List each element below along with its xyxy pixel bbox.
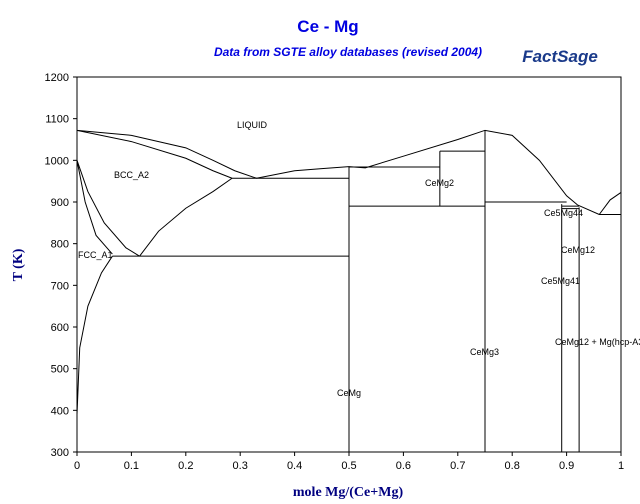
y-tick-label: 800 [51, 239, 69, 251]
phase-label: CeMg12 [561, 245, 595, 255]
y-tick-label: 400 [51, 405, 69, 417]
chart-subtitle: Data from SGTE alloy databases (revised … [214, 45, 482, 59]
x-tick-label: 0.2 [178, 460, 193, 472]
phase-boundary [76, 160, 140, 257]
phase-label: Ce5Mg44 [544, 208, 583, 218]
phase-label: FCC_A1 [78, 250, 113, 260]
y-tick-label: 700 [51, 280, 69, 292]
x-tick-label: 0.9 [559, 460, 574, 472]
x-tick-label: 0.5 [341, 460, 356, 472]
x-tick-label: 0.3 [233, 460, 248, 472]
phase-boundary [577, 204, 621, 215]
phase-label: Ce5Mg41 [541, 276, 580, 286]
y-axis-label: T (K) [11, 248, 26, 281]
x-tick-label: 0.4 [287, 460, 302, 472]
y-tick-label: 600 [51, 322, 69, 334]
y-tick-label: 300 [51, 447, 69, 459]
y-tick-label: 1200 [45, 72, 69, 84]
phase-boundary [76, 160, 113, 255]
x-tick-label: 0 [74, 460, 80, 472]
phase-boundary [598, 192, 622, 215]
phase-label: BCC_A2 [114, 170, 149, 180]
phase-boundary [76, 129, 233, 179]
x-tick-label: 0.8 [505, 460, 520, 472]
y-tick-label: 1100 [45, 114, 69, 126]
x-tick-label: 0.6 [396, 460, 411, 472]
phase-label: CeMg3 [470, 347, 499, 357]
phase-label: CeMg12 + Mg(hcp-A3 [555, 337, 640, 347]
y-tick-label: 500 [51, 364, 69, 376]
phase-boundary [256, 129, 578, 206]
x-tick-label: 1 [618, 460, 624, 472]
phase-label: CeMg2 [425, 178, 454, 188]
phase-label: LIQUID [237, 120, 268, 130]
phase-boundary [139, 177, 233, 257]
logo: FactSage [522, 47, 598, 66]
x-tick-label: 0.1 [124, 460, 139, 472]
phase-boundary [76, 129, 257, 179]
phase-boundary [76, 255, 113, 415]
x-axis-label: mole Mg/(Ce+Mg) [293, 485, 404, 500]
phase-label: CeMg [337, 388, 361, 398]
chart-title: Ce - Mg [297, 17, 358, 36]
y-tick-label: 900 [51, 197, 69, 209]
x-tick-label: 0.7 [450, 460, 465, 472]
y-tick-label: 1000 [45, 155, 69, 167]
